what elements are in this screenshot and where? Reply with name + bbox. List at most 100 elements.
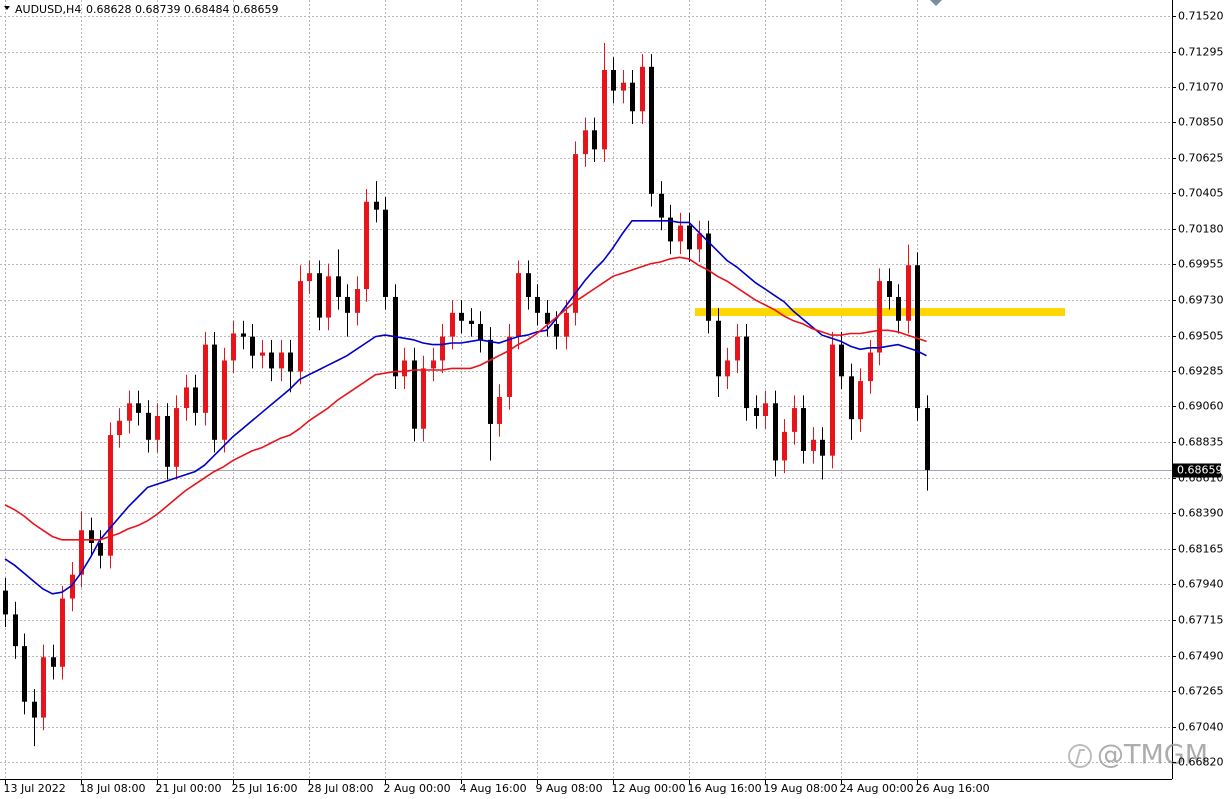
- candle-body: [830, 344, 835, 456]
- candle-body: [450, 312, 455, 337]
- candle-body: [336, 276, 341, 297]
- candle-body: [364, 201, 369, 290]
- y-tick-label: 0.71070: [1178, 81, 1224, 94]
- candle-body: [51, 657, 56, 667]
- candle-body: [60, 598, 65, 667]
- candle-body: [146, 412, 151, 440]
- candle-body: [269, 352, 274, 369]
- candle-body: [754, 408, 759, 417]
- menu-arrow[interactable]: [4, 6, 10, 10]
- candle-body: [915, 265, 920, 409]
- candle-body: [649, 66, 654, 194]
- y-tick-label: 0.71295: [1178, 46, 1224, 59]
- candle-body: [773, 403, 778, 461]
- candle-body: [13, 614, 18, 647]
- candle-body: [70, 574, 75, 599]
- x-tick-label: 24 Aug 00:00: [840, 782, 914, 795]
- y-tick-label: 0.69285: [1178, 365, 1224, 378]
- x-tick-label: 19 Aug 08:00: [764, 782, 838, 795]
- y-tick-label: 0.70850: [1178, 116, 1224, 129]
- candle-body: [811, 439, 816, 451]
- symbol-title: AUDUSD,H4: [15, 3, 81, 16]
- candle-body: [706, 233, 711, 321]
- candle-body: [592, 130, 597, 150]
- candle-body: [516, 273, 521, 337]
- candle-body: [896, 296, 901, 321]
- candle-body: [383, 209, 388, 297]
- x-tick-label: 9 Aug 08:00: [536, 782, 603, 795]
- candle-body: [602, 69, 607, 150]
- candle-body: [868, 352, 873, 382]
- y-tick-label: 0.70180: [1178, 223, 1224, 236]
- candle-body: [98, 542, 103, 556]
- candle-body: [820, 439, 825, 456]
- candle-body: [108, 435, 113, 556]
- candle-body: [307, 273, 312, 282]
- candle-body: [241, 333, 246, 337]
- y-tick-label: 0.69955: [1178, 258, 1224, 271]
- candle-body: [89, 530, 94, 543]
- candle-body: [222, 360, 227, 440]
- candle-body: [3, 590, 8, 615]
- candle-body: [184, 387, 189, 409]
- chart-shift-marker[interactable]: [930, 0, 942, 6]
- y-tick-label: 0.67040: [1178, 721, 1224, 734]
- y-tick-label: 0.70405: [1178, 187, 1224, 200]
- candle-body: [412, 360, 417, 429]
- candle-body: [288, 352, 293, 372]
- candle-body: [326, 276, 331, 318]
- candle-body: [526, 273, 531, 297]
- candle-body: [298, 281, 303, 372]
- watermark-logo: [1068, 744, 1092, 768]
- candle-body: [668, 217, 673, 242]
- watermark: @TMGM: [1097, 740, 1208, 771]
- y-tick-label: 0.70625: [1178, 152, 1224, 165]
- candle-body: [697, 233, 702, 250]
- y-tick-label: 0.67940: [1178, 578, 1224, 591]
- candle-body: [345, 296, 350, 313]
- candle-body: [887, 281, 892, 297]
- candle-body: [849, 376, 854, 420]
- candle-body: [231, 333, 236, 361]
- candle-body: [763, 403, 768, 417]
- candle-body: [374, 201, 379, 210]
- candle-body: [583, 130, 588, 155]
- candle-body: [41, 657, 46, 718]
- y-tick-label: 0.69730: [1178, 294, 1224, 307]
- candle-body: [659, 193, 664, 218]
- moving-average: [4, 256, 927, 541]
- candle-body: [678, 225, 683, 242]
- x-tick-label: 16 Aug 16:00: [688, 782, 762, 795]
- candle-body: [839, 344, 844, 377]
- candle-body: [554, 323, 559, 337]
- x-tick-label: 28 Jul 08:00: [308, 782, 374, 795]
- candle-body: [174, 408, 179, 467]
- candle-body: [203, 344, 208, 413]
- candle-body: [155, 416, 160, 440]
- y-tick-label: 0.69505: [1178, 330, 1224, 343]
- ohlc-readout: 0.68628 0.68739 0.68484 0.68659: [86, 3, 278, 16]
- candle-body: [573, 154, 578, 313]
- candle-body: [440, 336, 445, 361]
- x-tick-label: 21 Jul 00:00: [156, 782, 222, 795]
- y-tick-label: 0.67265: [1178, 685, 1224, 698]
- y-tick-label: 0.68390: [1178, 507, 1224, 520]
- candle-body: [621, 82, 626, 91]
- candle-body: [127, 403, 132, 421]
- x-tick-label: 25 Jul 16:00: [232, 782, 298, 795]
- candle-body: [564, 312, 569, 337]
- candle-body: [421, 368, 426, 429]
- candle-body: [317, 273, 322, 318]
- candle-body: [877, 281, 882, 353]
- y-tick-label: 0.67715: [1178, 614, 1224, 627]
- candle-body: [22, 646, 27, 702]
- candle-body: [193, 387, 198, 413]
- x-tick-label: 18 Jul 08:00: [80, 782, 146, 795]
- candle-body: [792, 408, 797, 432]
- candle-body: [782, 431, 787, 461]
- candle-body: [725, 360, 730, 377]
- candle-body: [640, 66, 645, 112]
- candle-body: [611, 69, 616, 91]
- candle-body: [801, 408, 806, 451]
